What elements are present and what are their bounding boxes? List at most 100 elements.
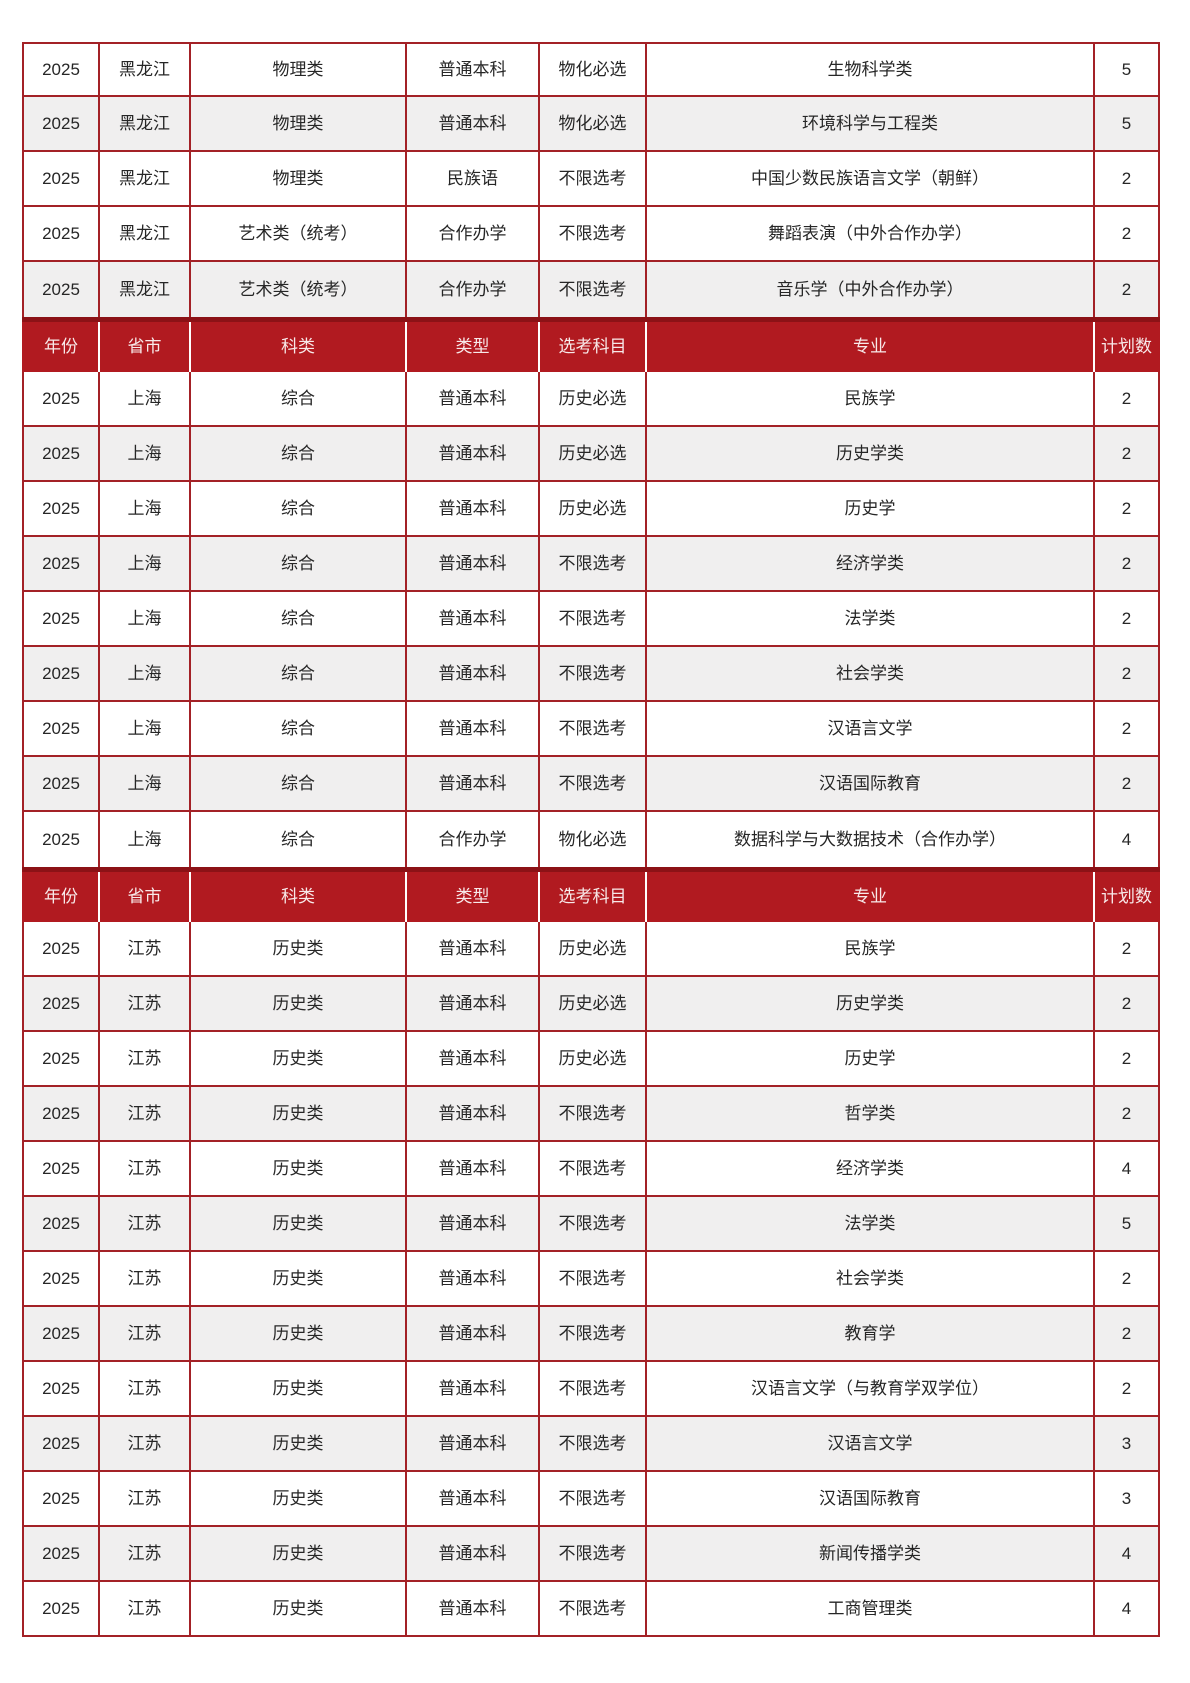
table-cell: 历史类 [191,1417,407,1470]
header-cell-6: 计划数 [1095,322,1160,372]
table-row: 2025 黑龙江 艺术类（统考） 合作办学 不限选考 舞蹈表演（中外合作办学） 2 [22,207,1160,262]
table-cell: 上海 [100,757,191,810]
table-cell: 普通本科 [407,1417,540,1470]
table-cell: 不限选考 [540,1252,647,1305]
header-cell-4: 选考科目 [540,872,647,922]
header-cell-1: 省市 [100,872,191,922]
table-cell: 2 [1095,427,1160,480]
table-cell: 普通本科 [407,977,540,1030]
table-row: 2025 江苏 历史类 普通本科 不限选考 社会学类 2 [22,1252,1160,1307]
table-cell: 4 [1095,1142,1160,1195]
table-row: 2025 江苏 历史类 普通本科 不限选考 新闻传播学类 4 [22,1527,1160,1582]
table-cell: 2025 [22,1362,100,1415]
table-cell: 历史类 [191,1362,407,1415]
table-cell: 不限选考 [540,262,647,317]
table-cell: 2 [1095,922,1160,975]
table-cell: 汉语言文学（与教育学双学位） [647,1362,1095,1415]
table-cell: 汉语国际教育 [647,757,1095,810]
table-cell: 不限选考 [540,1087,647,1140]
table-cell: 上海 [100,592,191,645]
table-cell: 2 [1095,537,1160,590]
table-cell: 4 [1095,1582,1160,1635]
table-cell: 历史类 [191,1142,407,1195]
header-cell-2: 科类 [191,322,407,372]
table-cell: 江苏 [100,1252,191,1305]
table-cell: 黑龙江 [100,262,191,317]
table-cell: 上海 [100,372,191,425]
table-cell: 环境科学与工程类 [647,97,1095,150]
table-cell: 2 [1095,977,1160,1030]
table-cell: 2025 [22,1417,100,1470]
table-cell: 普通本科 [407,1087,540,1140]
table-cell: 2025 [22,97,100,150]
table-cell: 普通本科 [407,922,540,975]
table-cell: 上海 [100,702,191,755]
table-cell: 普通本科 [407,592,540,645]
table-row: 2025 江苏 历史类 普通本科 不限选考 教育学 2 [22,1307,1160,1362]
table-cell: 黑龙江 [100,152,191,205]
table-row: 2025 黑龙江 艺术类（统考） 合作办学 不限选考 音乐学（中外合作办学） 2 [22,262,1160,317]
table-cell: 物理类 [191,152,407,205]
table-cell: 历史学 [647,1032,1095,1085]
table-cell: 哲学类 [647,1087,1095,1140]
table-cell: 2025 [22,812,100,867]
table-cell: 普通本科 [407,44,540,95]
header-cell-5: 专业 [647,872,1095,922]
table-cell: 不限选考 [540,702,647,755]
table-cell: 2 [1095,757,1160,810]
table-cell: 历史必选 [540,977,647,1030]
table-row: 2025 江苏 历史类 普通本科 不限选考 经济学类 4 [22,1142,1160,1197]
table-cell: 2025 [22,262,100,317]
header-cell-3: 类型 [407,322,540,372]
table-cell: 不限选考 [540,1142,647,1195]
table-cell: 2025 [22,207,100,260]
table-cell: 2025 [22,1582,100,1635]
table-cell: 历史必选 [540,427,647,480]
table-cell: 2025 [22,977,100,1030]
table-cell: 2025 [22,1527,100,1580]
table-cell: 教育学 [647,1307,1095,1360]
table-cell: 综合 [191,647,407,700]
table-cell: 2 [1095,592,1160,645]
table-row: 2025 上海 综合 普通本科 不限选考 法学类 2 [22,592,1160,647]
table-cell: 不限选考 [540,1582,647,1635]
table-cell: 2025 [22,372,100,425]
table-cell: 历史必选 [540,922,647,975]
table-cell: 4 [1095,1527,1160,1580]
table-cell: 历史类 [191,977,407,1030]
table-cell: 普通本科 [407,372,540,425]
table-cell: 上海 [100,482,191,535]
table-cell: 不限选考 [540,592,647,645]
table-cell: 历史类 [191,1087,407,1140]
table-cell: 汉语言文学 [647,1417,1095,1470]
table-cell: 2 [1095,262,1160,317]
table-cell: 5 [1095,44,1160,95]
table-cell: 2025 [22,922,100,975]
table-cell: 新闻传播学类 [647,1527,1095,1580]
table-cell: 普通本科 [407,647,540,700]
table-cell: 上海 [100,812,191,867]
table-cell: 数据科学与大数据技术（合作办学） [647,812,1095,867]
table-cell: 普通本科 [407,1472,540,1525]
table-cell: 历史必选 [540,1032,647,1085]
table-cell: 2025 [22,1032,100,1085]
table-cell: 2 [1095,1362,1160,1415]
table-cell: 黑龙江 [100,97,191,150]
table-row: 2025 江苏 历史类 普通本科 历史必选 民族学 2 [22,922,1160,977]
table-cell: 民族语 [407,152,540,205]
table-row: 2025 江苏 历史类 普通本科 不限选考 法学类 5 [22,1197,1160,1252]
table-cell: 4 [1095,812,1160,867]
table-header-row: 年份 省市 科类 类型 选考科目 专业 计划数 [22,317,1160,372]
table-cell: 历史学 [647,482,1095,535]
table-cell: 综合 [191,592,407,645]
table-cell: 普通本科 [407,427,540,480]
table-row: 2025 上海 综合 合作办学 物化必选 数据科学与大数据技术（合作办学） 4 [22,812,1160,867]
table-cell: 民族学 [647,372,1095,425]
table-cell: 江苏 [100,1472,191,1525]
table-row: 2025 江苏 历史类 普通本科 不限选考 汉语言文学（与教育学双学位） 2 [22,1362,1160,1417]
table-cell: 不限选考 [540,537,647,590]
table-cell: 江苏 [100,1197,191,1250]
table-cell: 历史类 [191,1197,407,1250]
table-cell: 2 [1095,152,1160,205]
table-cell: 综合 [191,812,407,867]
